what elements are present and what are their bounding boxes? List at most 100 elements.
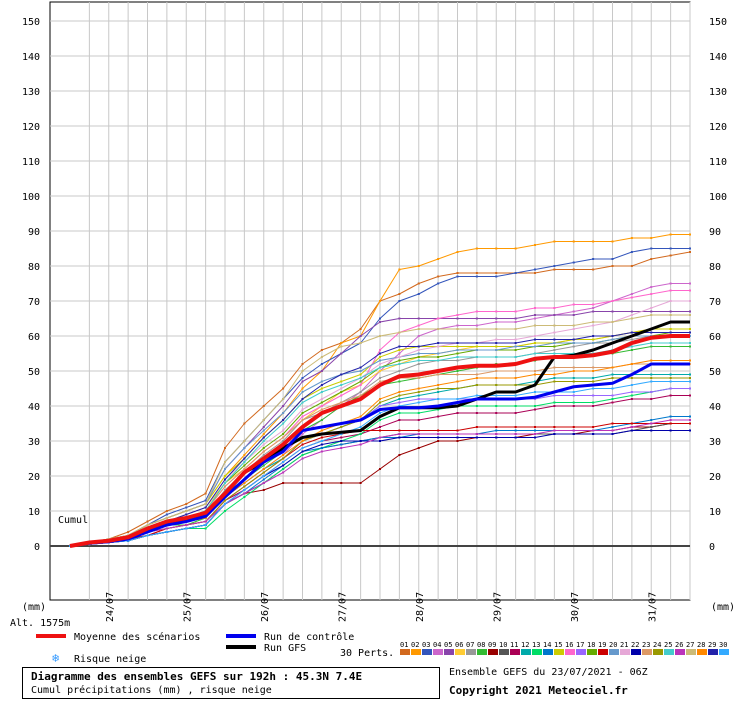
- ensemble-line-24-point: [262, 471, 265, 474]
- ensemble-line-28-point: [359, 415, 362, 418]
- ensemble-line-18-point: [437, 356, 440, 358]
- ensemble-line-20-point: [456, 349, 459, 351]
- ensemble-line-25-point: [456, 356, 459, 358]
- ensemble-line-03-point: [495, 275, 498, 278]
- y-tick-label-right: 40: [709, 402, 721, 413]
- ensemble-line-03-point: [417, 293, 420, 295]
- ensemble-line-19-point: [379, 429, 381, 432]
- ensemble-line-27-point: [282, 398, 285, 400]
- ensemble-line-27-point: [165, 517, 168, 519]
- ensemble-line-09-point: [262, 489, 265, 491]
- ensemble-line-12-point: [650, 373, 653, 376]
- ensemble-line-28-point: [534, 373, 536, 376]
- legend-gfs-label: Run GFS: [264, 643, 306, 654]
- ensemble-line-26-point: [165, 527, 168, 530]
- ensemble-line-01-point: [669, 254, 672, 257]
- ensemble-line-05-point: [301, 380, 304, 383]
- ensemble-line-10-point: [650, 426, 653, 428]
- ensemble-line-03-point: [514, 272, 517, 274]
- x-day-label: 30/07: [570, 592, 581, 622]
- altitude-label: Alt. 1575m: [10, 618, 70, 629]
- pert-id-label: 06: [455, 641, 463, 649]
- ensemble-line-23-point: [243, 468, 246, 470]
- ensemble-line-15-point: [495, 345, 498, 348]
- ensemble-line-20-point: [514, 345, 517, 348]
- y-tick-label-right: 110: [709, 157, 727, 168]
- ensemble-line-15-point: [379, 356, 381, 358]
- ensemble-line-16-point: [359, 384, 362, 386]
- pert-id-label: 11: [510, 641, 518, 649]
- ensemble-line-23-point: [224, 485, 226, 488]
- y-unit-right: (mm): [711, 602, 735, 613]
- ensemble-line-01-point: [359, 328, 362, 330]
- ensemble-line-19-point: [398, 429, 401, 432]
- ensemble-line-16-point: [340, 394, 343, 397]
- pert-id-label: 01: [400, 641, 408, 649]
- ensemble-line-12-point: [417, 394, 420, 397]
- ensemble-line-18-point: [301, 412, 304, 414]
- ensemble-line-13-point: [398, 412, 401, 414]
- ensemble-line-14-point: [514, 429, 517, 432]
- ensemble-line-26-point: [592, 429, 595, 432]
- ensemble-line-22-point: [611, 433, 614, 435]
- ensemble-line-05-point: [514, 317, 517, 320]
- ensemble-line-19-point: [669, 422, 672, 425]
- ensemble-line-30-point: [359, 426, 362, 428]
- ensemble-line-30-point: [379, 412, 381, 414]
- ensemble-line-09-point: [340, 482, 343, 484]
- ensemble-line-23-point: [534, 370, 536, 372]
- ensemble-line-20-point: [553, 342, 556, 344]
- ensemble-line-27-point: [475, 328, 478, 330]
- ensemble-line-03-point: [437, 282, 440, 285]
- ensemble-line-28-point: [669, 359, 672, 362]
- ensemble-line-21-point: [262, 443, 265, 446]
- pert-swatch: [598, 649, 608, 655]
- ensemble-line-27-point: [689, 314, 691, 316]
- ensemble-line-18-point: [514, 349, 517, 351]
- ensemble-line-01-point: [553, 268, 556, 271]
- ensemble-line-21-point: [689, 300, 691, 302]
- ensemble-line-16-point: [553, 307, 556, 309]
- ensemble-line-01-point: [224, 447, 226, 449]
- ensemble-line-23-point: [592, 366, 595, 369]
- ensemble-line-23-point: [379, 380, 381, 383]
- ensemble-line-21-point: [534, 335, 536, 337]
- ensemble-line-24-point: [669, 377, 672, 379]
- ensemble-line-29-point: [262, 436, 265, 439]
- ensemble-line-05-point: [320, 370, 323, 372]
- ensemble-line-11-point: [669, 394, 672, 397]
- ensemble-line-05-point: [534, 314, 536, 316]
- ensemble-line-24-point: [689, 377, 691, 379]
- ensemble-line-20-point: [437, 352, 440, 355]
- ensemble-line-30-point: [456, 398, 459, 400]
- ensemble-line-29-point: [417, 345, 420, 348]
- ensemble-line-30-point: [495, 394, 498, 397]
- ensemble-line-05-point: [630, 310, 633, 313]
- ensemble-line-12-point: [553, 377, 556, 379]
- y-tick-label-left: 120: [22, 122, 40, 133]
- ensemble-line-01-point: [611, 265, 614, 267]
- ensemble-line-19-point: [592, 426, 595, 428]
- ensemble-line-16-point: [456, 314, 459, 316]
- pert-swatch: [455, 649, 465, 655]
- ensemble-line-03-point: [689, 247, 691, 250]
- perts-label: 30 Perts.: [340, 648, 394, 659]
- ensemble-line-27-point: [534, 324, 536, 327]
- ensemble-line-12-point: [534, 380, 536, 383]
- pert-swatch: [664, 649, 674, 655]
- ensemble-line-05-point: [572, 314, 575, 316]
- ensemble-line-04-point: [689, 282, 691, 285]
- ensemble-line-29-point: [572, 338, 575, 341]
- pert-swatch: [565, 649, 575, 655]
- ensemble-line-09-point: [282, 482, 285, 484]
- ensemble-line-02-point: [437, 258, 440, 260]
- ensemble-line-03-point: [611, 258, 614, 260]
- pert-swatch: [587, 649, 597, 655]
- ensemble-line-23-point: [437, 373, 440, 376]
- ensemble-line-17-point: [553, 394, 556, 397]
- ensemble-line-01-point: [398, 293, 401, 295]
- ensemble-line-11-point: [475, 412, 478, 414]
- pert-swatch: [653, 649, 663, 655]
- ensemble-line-26-point: [572, 429, 575, 432]
- ensemble-line-18-point: [262, 447, 265, 449]
